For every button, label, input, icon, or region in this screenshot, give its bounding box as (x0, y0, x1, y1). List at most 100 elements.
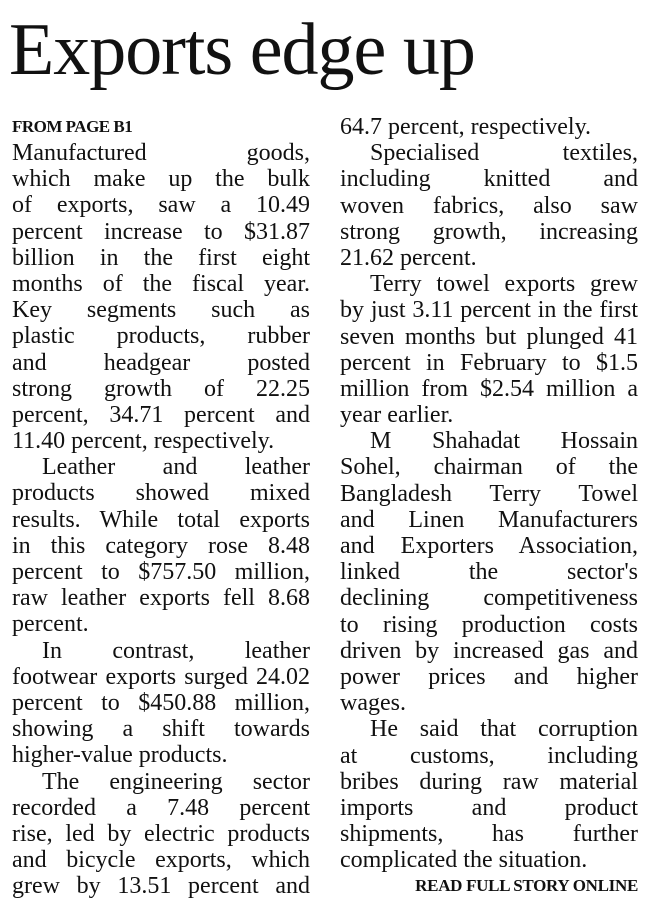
paragraph: 64.7 percent, respectively. (340, 114, 638, 140)
text-line-content: which make up the bulk (12, 166, 310, 193)
text-line: at customs, including (340, 743, 638, 769)
text-line-content: percent in February to $1.5 (340, 349, 638, 376)
paragraph: Leather and leather products showed mixed… (12, 454, 310, 637)
read-full-story-link[interactable]: READ FULL STORY ONLINE (415, 876, 638, 896)
text-line: percent to $450.88 million, (12, 690, 310, 716)
text-line: Specialised textiles, (340, 140, 638, 166)
text-line-content: 21.62 percent. (340, 244, 477, 271)
text-line: percent. (12, 611, 310, 637)
text-line: driven by increased gas and (340, 638, 638, 664)
text-line: by just 3.11 percent in the first (340, 297, 638, 323)
text-line-content: declining competitiveness (340, 585, 638, 612)
text-line: Key segments such as (12, 297, 310, 323)
text-line-content: percent increase to $31.87 (12, 218, 310, 245)
text-line-content: Sohel, chairman of the (340, 454, 638, 481)
text-line: M Shahadat Hossain (340, 428, 638, 454)
text-line-content: million from $2.54 million a (340, 375, 638, 402)
text-line: strong growth of 22.25 (12, 376, 310, 402)
text-line: imports and product (340, 795, 638, 821)
text-line: and bicycle exports, which (12, 847, 310, 873)
text-line: wages. (340, 690, 638, 716)
text-line-content: Bangladesh Terry Towel (340, 480, 638, 507)
text-line: 21.62 percent. (340, 245, 638, 271)
text-line-content: power prices and higher (340, 663, 638, 690)
text-line: plastic products, rubber (12, 323, 310, 349)
text-line-content: driven by increased gas and (340, 637, 638, 664)
text-line-content: at customs, including (340, 742, 638, 769)
text-line-content: percent to $757.50 million, (12, 559, 310, 585)
text-line: seven months but plunged 41 (340, 324, 638, 350)
text-line: raw leather exports fell 8.68 (12, 585, 310, 611)
paragraph: Terry towel exports grew by just 3.11 per… (340, 271, 638, 428)
text-line-content: months of the fiscal year. (12, 270, 310, 297)
text-line-content: in this category rose 8.48 (12, 532, 310, 559)
text-line-content: rise, led by electric products (12, 820, 310, 847)
article-column-1: FROM PAGE B1 Manufactured goods, which ma… (12, 114, 310, 899)
text-line: and Linen Manufacturers (340, 507, 638, 533)
text-line: grew by 13.51 percent and (12, 873, 310, 899)
text-line: of exports, saw a 10.49 (12, 192, 310, 218)
text-line: products showed mixed (12, 480, 310, 506)
text-line-content: 11.40 percent, respectively. (12, 428, 275, 455)
headline: Exports edge up (9, 9, 476, 91)
text-line: The engineering sector (12, 769, 310, 795)
text-line: including knitted and (340, 166, 638, 192)
text-line-content: imports and product (340, 794, 638, 821)
paragraph: In contrast, leather footwear exports sur… (12, 638, 310, 769)
text-line-content: percent, 34.71 percent and (12, 401, 310, 428)
text-line-content: Key segments such as (12, 297, 310, 324)
text-line: and Exporters Association, (340, 533, 638, 559)
paragraph: Specialised textiles, including knitted a… (340, 140, 638, 271)
text-line-content: 64.7 percent, respectively. (340, 114, 592, 140)
text-line-content: results. While total exports (12, 506, 310, 533)
text-line-content: strong growth of 22.25 (12, 375, 310, 402)
text-line-content: percent. (12, 611, 89, 638)
text-line: months of the fiscal year. (12, 271, 310, 297)
text-line: footwear exports surged 24.02 (12, 664, 310, 690)
text-line-content: and bicycle exports, which (12, 847, 310, 874)
text-line-content: linked the sector's (340, 559, 638, 586)
text-line-content: recorded a 7.48 percent (12, 794, 310, 821)
text-line: results. While total exports (12, 507, 310, 533)
text-line-content: and headgear posted (12, 349, 310, 376)
text-line: power prices and higher (340, 664, 638, 690)
text-line-content: to rising production costs (340, 611, 638, 638)
text-line: which make up the bulk (12, 166, 310, 192)
text-line-content: plastic products, rubber (12, 323, 310, 350)
text-line-content: footwear exports surged 24.02 (12, 663, 310, 690)
text-line: percent in February to $1.5 (340, 350, 638, 376)
text-line: recorded a 7.48 percent (12, 795, 310, 821)
text-line: showing a shift towards (12, 716, 310, 742)
text-line: and headgear posted (12, 350, 310, 376)
text-line: declining competitiveness (340, 585, 638, 611)
text-line-content: percent to $450.88 million, (12, 689, 310, 716)
text-line: 64.7 percent, respectively. (340, 114, 638, 140)
text-line: complicated the situation. (340, 847, 638, 873)
text-line: strong growth, increasing (340, 219, 638, 245)
text-line-content: Terry towel exports grew (370, 271, 638, 298)
text-line-content: In contrast, leather (42, 637, 310, 664)
text-line: billion in the first eight (12, 245, 310, 271)
text-line: percent, 34.71 percent and (12, 402, 310, 428)
paragraph: He said that corruption at customs, inclu… (340, 716, 638, 873)
paragraph: M Shahadat Hossain Sohel, chairman of the… (340, 428, 638, 716)
text-line-content: Leather and leather (42, 454, 310, 481)
text-line: woven fabrics, also saw (340, 193, 638, 219)
text-line: Bangladesh Terry Towel (340, 481, 638, 507)
text-line-content: billion in the first eight (12, 244, 310, 271)
text-line-content: Manufactured goods, (12, 140, 310, 166)
text-line: percent to $757.50 million, (12, 559, 310, 585)
text-line-content: The engineering sector (42, 768, 310, 795)
text-line-content: bribes during raw material (340, 768, 638, 795)
text-line-content: products showed mixed (12, 480, 310, 507)
text-line-content: of exports, saw a 10.49 (12, 192, 310, 219)
paragraph: Manufactured goods, which make up the bul… (12, 140, 310, 454)
text-line-content: He said that corruption (370, 716, 638, 743)
text-line-content: wages. (340, 690, 406, 717)
text-line-content: and Exporters Association, (340, 533, 638, 559)
text-line-content: raw leather exports fell 8.68 (12, 585, 310, 612)
text-line-content: strong growth, increasing (340, 218, 638, 245)
text-line-content: woven fabrics, also saw (340, 192, 638, 219)
text-line: higher-value products. (12, 742, 310, 768)
text-line-content: grew by 13.51 percent and (12, 873, 310, 900)
